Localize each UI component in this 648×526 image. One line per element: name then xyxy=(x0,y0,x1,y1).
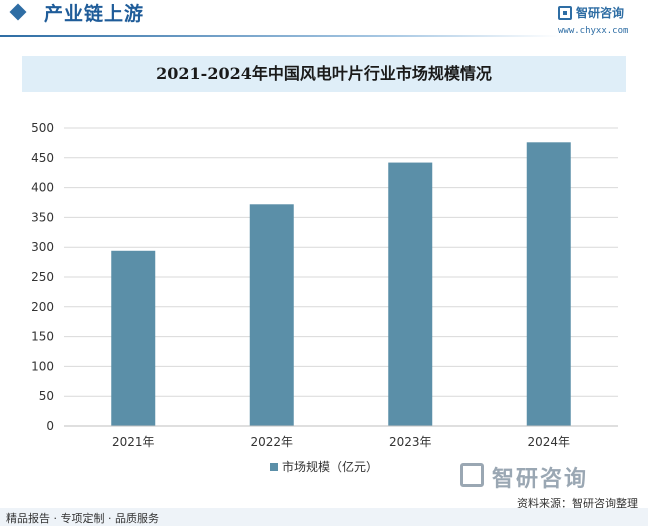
footer-brand-name: 智研咨询 xyxy=(492,467,589,492)
footer-tagline: 精品报告 · 专项定制 · 品质服务 xyxy=(6,512,159,525)
bar xyxy=(388,162,433,426)
bar xyxy=(249,204,294,426)
x-tick-label: 2022年 xyxy=(250,435,293,449)
chart-title: 2021-2024年中国风电叶片行业市场规模情况 xyxy=(156,64,492,83)
y-tick-label: 0 xyxy=(46,419,54,433)
brand-block: 智研咨询 www.chyxx.com xyxy=(558,2,638,38)
header-divider xyxy=(0,35,560,37)
y-tick-label: 350 xyxy=(31,210,54,224)
x-tick-label: 2024年 xyxy=(527,435,570,449)
section-title: 产业链上游 xyxy=(44,3,145,25)
chart-title-bar: 2021-2024年中国风电叶片行业市场规模情况 xyxy=(22,56,626,92)
footer-brand-logo-icon xyxy=(460,463,484,487)
y-tick-label: 50 xyxy=(39,389,54,403)
footer-brand: 智研咨询 xyxy=(460,461,630,495)
y-tick-label: 500 xyxy=(31,121,54,135)
bar xyxy=(111,250,156,426)
brand-url: www.chyxx.com xyxy=(558,26,629,36)
bar xyxy=(526,142,571,426)
y-tick-label: 200 xyxy=(31,300,54,314)
legend-label: 市场规模（亿元） xyxy=(281,460,378,474)
y-tick-label: 300 xyxy=(31,240,54,254)
legend-swatch xyxy=(269,462,278,471)
x-tick-label: 2023年 xyxy=(389,435,432,449)
chart-legend: 市场规模（亿元） xyxy=(0,458,648,476)
footer-bar xyxy=(0,508,648,526)
brand-name: 智研咨询 xyxy=(576,6,625,20)
page-header: 产业链上游 智研咨询 www.chyxx.com xyxy=(0,0,648,42)
y-tick-label: 250 xyxy=(31,270,54,284)
y-tick-label: 400 xyxy=(31,181,54,195)
y-tick-label: 100 xyxy=(31,359,54,373)
brand-logo-icon xyxy=(558,6,572,20)
y-tick-label: 150 xyxy=(31,330,54,344)
x-tick-label: 2021年 xyxy=(112,435,155,449)
y-tick-label: 450 xyxy=(31,151,54,165)
source-note: 资料来源：智研咨询整理 xyxy=(517,497,638,510)
